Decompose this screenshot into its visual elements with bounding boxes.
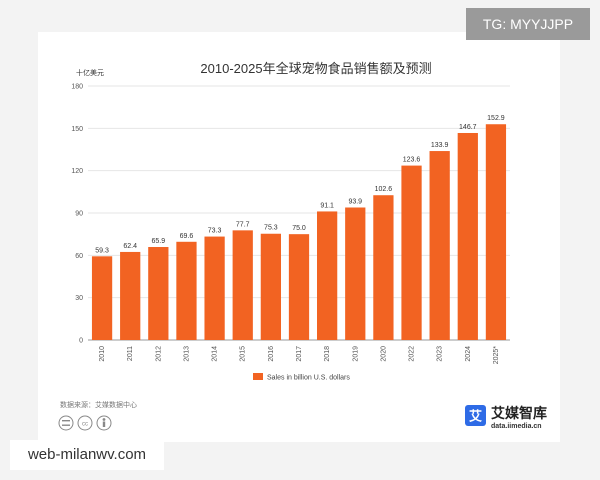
y-tick-label: 60 (75, 253, 83, 260)
data-label: 133.9 (431, 142, 449, 149)
y-tick-label: 30 (75, 295, 83, 302)
data-label: 102.6 (375, 186, 393, 193)
bar (204, 236, 225, 340)
legend: Sales in billion U.S. dollars (253, 373, 350, 382)
data-label: 146.7 (459, 124, 477, 131)
y-tick-label: 120 (71, 168, 83, 175)
bar (373, 195, 394, 340)
bar (288, 234, 310, 340)
brand-logo-char: 艾 (469, 409, 482, 424)
data-label: 77.7 (236, 221, 250, 228)
data-label: 75.0 (292, 225, 306, 232)
x-tick-label: 2013 (183, 346, 190, 362)
brand-logo-icon (465, 405, 486, 426)
watermark: web-milanwv.com (10, 440, 164, 470)
equal-icon-bar-1 (62, 420, 70, 422)
bar (457, 132, 478, 340)
x-tick-label: 2018 (324, 346, 331, 362)
source-note: 数据来源：艾媒数据中心 (60, 400, 137, 409)
y-tick-label: 150 (71, 126, 83, 133)
data-label: 59.3 (95, 247, 109, 254)
bar (232, 230, 253, 340)
x-tick-label: 2015 (240, 346, 247, 362)
x-tick-label: 2022 (409, 346, 416, 362)
data-label: 123.6 (403, 157, 421, 164)
bars (91, 124, 507, 340)
data-label: 152.9 (487, 115, 505, 122)
bar (401, 165, 422, 340)
x-tick-label: 2012 (155, 346, 162, 362)
x-axis-ticks: 2010 2011 2012 2013 2014 2015 2016 2017 2018 2019… (99, 346, 500, 365)
brand-url: data.iimedia.cn (491, 423, 542, 430)
legend-swatch (253, 373, 263, 380)
x-tick-label: 2016 (268, 346, 275, 362)
x-tick-label: 2020 (380, 346, 387, 362)
x-tick-label: 2017 (296, 346, 303, 362)
x-tick-label: 2011 (127, 346, 134, 361)
y-axis-unit: 十亿美元 (76, 68, 104, 77)
data-label: 62.4 (123, 243, 137, 250)
x-tick-label: 2025* (493, 346, 500, 365)
x-tick-label: 2010 (99, 346, 106, 362)
license-icons: cc (58, 415, 112, 431)
bar (148, 247, 169, 340)
brand-logo: 艾 艾媒智库 data.iimedia.cn (465, 405, 547, 430)
bar (345, 207, 366, 340)
tg-tag: TG: MYYJJPP (466, 8, 590, 40)
person-icon-head (102, 418, 106, 421)
equal-icon-bar-2 (62, 424, 70, 426)
y-axis-ticks: 0 30 60 90 120 150 180 (71, 84, 83, 345)
x-tick-label: 2024 (465, 346, 472, 362)
bar (176, 241, 197, 340)
brand-name: 艾媒智库 (491, 405, 547, 421)
person-icon-body (102, 421, 106, 427)
bar (120, 251, 141, 340)
bar (317, 211, 338, 340)
data-labels: 59.3 62.4 65.9 69.6 73.3 77.7 75.3 75.0 91.1 93.9… (95, 115, 505, 254)
bar (485, 124, 507, 340)
x-tick-label: 2023 (437, 346, 444, 362)
x-tick-label: 2019 (352, 346, 359, 362)
y-tick-label: 180 (71, 84, 83, 91)
legend-label: Sales in billion U.S. dollars (267, 375, 350, 382)
person-icon (96, 415, 112, 431)
y-tick-label: 0 (79, 338, 83, 345)
equal-icon (58, 415, 74, 431)
bar (429, 151, 450, 340)
data-label: 93.9 (348, 198, 362, 205)
bar (260, 233, 281, 340)
y-tick-label: 90 (75, 211, 83, 218)
cc-icon-glyph: cc (82, 422, 88, 428)
cc-icon (77, 415, 93, 431)
data-label: 75.3 (264, 225, 278, 232)
data-label: 73.3 (208, 228, 222, 235)
chart-title: 2010-2025年全球宠物食品销售额及预测 (200, 61, 431, 76)
data-label: 69.6 (180, 233, 194, 240)
data-label: 65.9 (152, 238, 166, 245)
bar (91, 256, 113, 340)
x-tick-label: 2014 (212, 346, 219, 362)
data-label: 91.1 (320, 202, 334, 209)
